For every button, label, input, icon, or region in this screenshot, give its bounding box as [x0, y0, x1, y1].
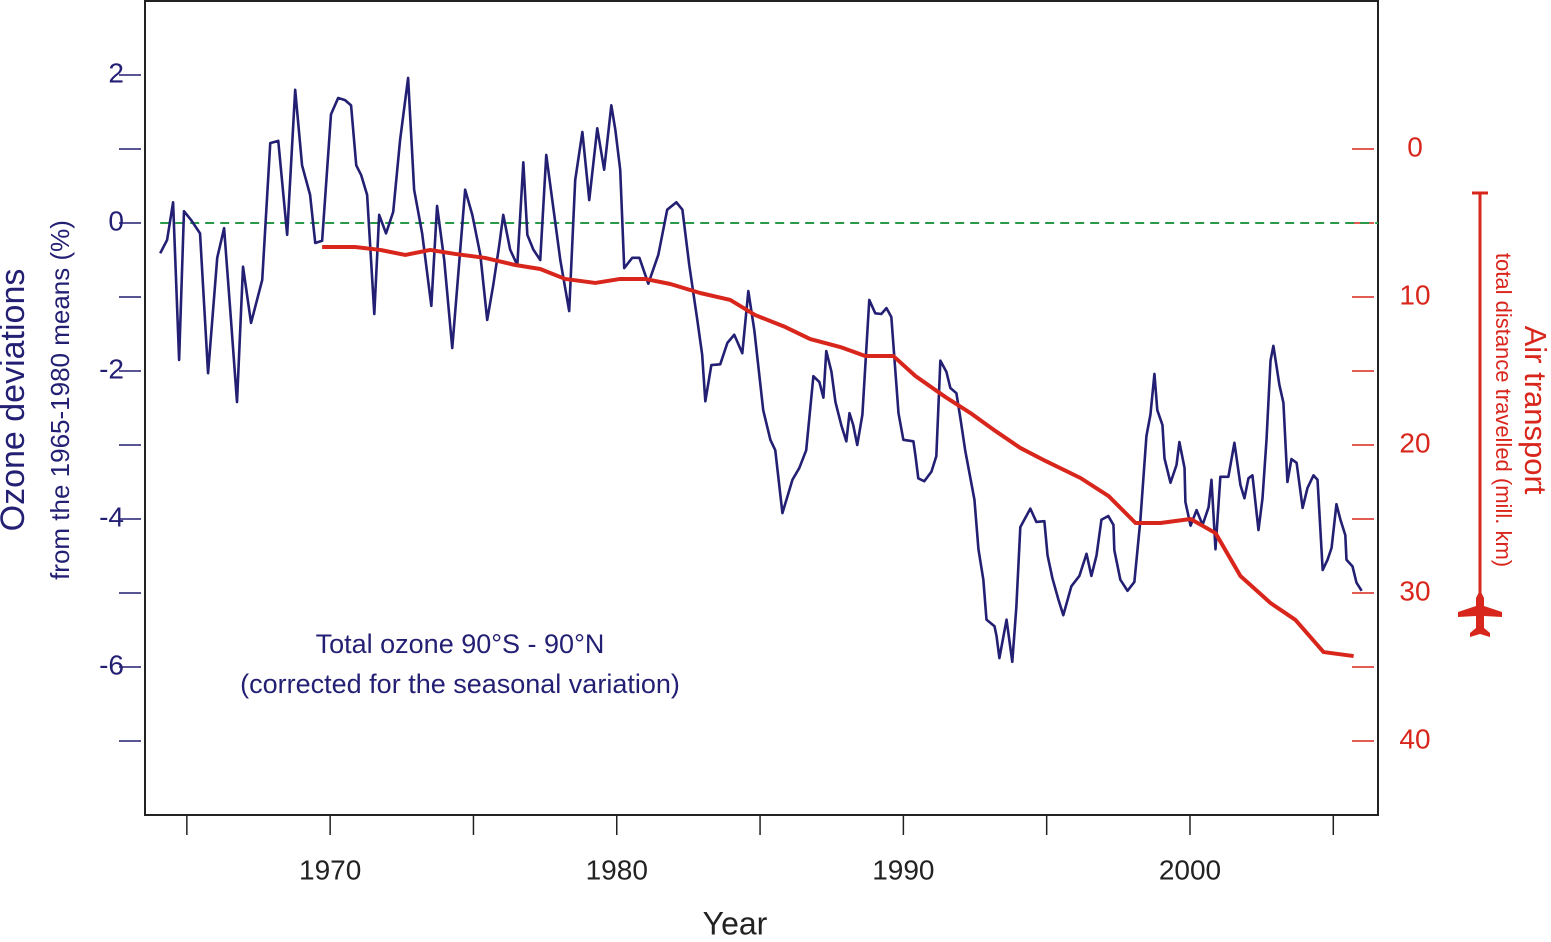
plane-icon	[1458, 590, 1502, 637]
y2-tick-label: 10	[1399, 279, 1430, 310]
x-tick-label: 1980	[586, 854, 648, 885]
y2-tick-label: 40	[1399, 723, 1430, 754]
y-axis-label: Ozone deviations	[0, 269, 32, 532]
plot-frame	[144, 0, 1379, 816]
annotation: (corrected for the seasonal variation)	[240, 669, 680, 699]
y2-axis-sublabel: total distance travelled (mill. km)	[1491, 253, 1516, 567]
y2-tick-label: 30	[1399, 575, 1430, 606]
y2-tick-label: 20	[1399, 427, 1430, 458]
x-tick-label: 1990	[872, 854, 934, 885]
y-tick-label: -2	[99, 353, 124, 384]
y-tick-label: 2	[108, 57, 124, 88]
annotation: Total ozone 90°S - 90°N	[316, 629, 605, 659]
x-tick-label: 1970	[299, 854, 361, 885]
y2-axis-label: Air transport	[1518, 326, 1551, 495]
x-axis-label: Year	[703, 905, 768, 941]
y-axis-sublabel: from the 1965-1980 means (%)	[45, 220, 75, 580]
air-transport-arrow	[1458, 191, 1502, 637]
y-tick-label: -4	[99, 501, 124, 532]
x-tick-label: 2000	[1159, 854, 1221, 885]
y-tick-label: -6	[99, 649, 124, 680]
data-line	[159, 76, 1363, 664]
y-tick-label: 0	[108, 205, 124, 236]
data-line	[322, 244, 1354, 659]
y2-tick-label: 0	[1407, 131, 1423, 162]
